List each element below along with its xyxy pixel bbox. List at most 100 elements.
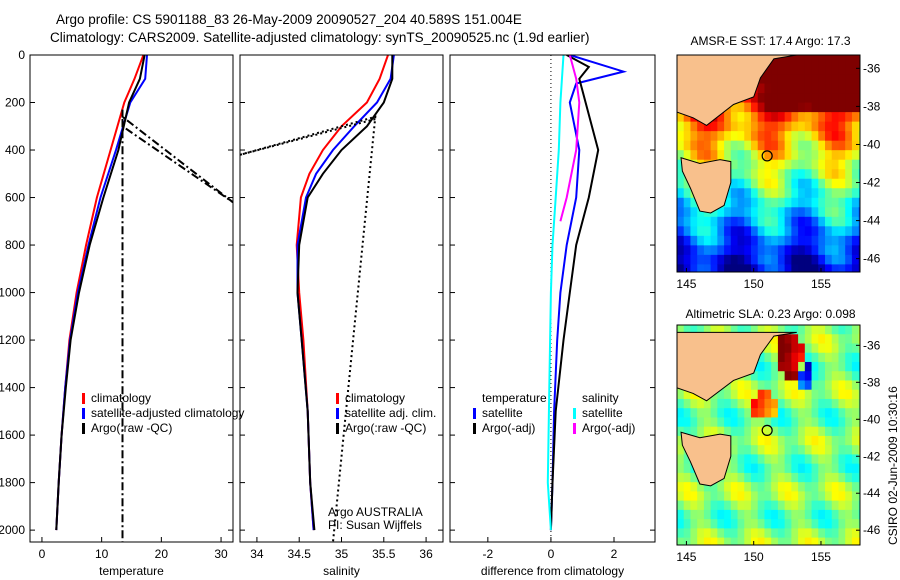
field-cell	[730, 491, 739, 502]
field-cell	[784, 197, 792, 208]
field-cell	[744, 482, 752, 492]
field-cell	[825, 509, 833, 520]
field-cell	[690, 245, 698, 256]
field-cell	[791, 408, 799, 419]
field-cell	[724, 408, 732, 419]
field-cell	[838, 254, 846, 265]
field-cell	[690, 216, 698, 227]
field-cell	[825, 83, 833, 94]
field-cell	[838, 226, 846, 237]
legend-swatch	[336, 393, 339, 404]
field-cell	[777, 519, 786, 529]
field-cell	[757, 325, 766, 335]
field-cell	[804, 361, 813, 372]
x-axis-label: salinity	[323, 564, 360, 578]
field-cell	[683, 500, 692, 511]
field-cell	[751, 178, 759, 189]
field-cell	[804, 140, 813, 151]
field-cell	[851, 131, 860, 142]
field-cell	[730, 216, 739, 227]
field-cell	[818, 472, 826, 483]
field-cell	[751, 389, 759, 400]
field-cell	[818, 380, 826, 391]
field-cell	[845, 519, 853, 529]
tasmania	[680, 157, 732, 214]
field-cell	[764, 197, 772, 208]
field-cell	[744, 325, 752, 335]
field-cell	[730, 417, 739, 428]
field-cell	[730, 150, 739, 161]
field-cell	[818, 188, 826, 199]
field-cell	[757, 528, 766, 539]
field-cell	[764, 417, 772, 428]
field-cell	[804, 398, 813, 409]
field-cell	[757, 169, 766, 180]
field-cell	[858, 389, 860, 400]
legend-label: temperature	[482, 391, 547, 405]
field-cell	[831, 417, 840, 428]
field-cell	[737, 398, 745, 409]
field-cell	[777, 55, 786, 66]
field-cell	[764, 519, 772, 529]
field-cell	[703, 537, 712, 545]
field-cell	[757, 140, 766, 151]
field-cell	[791, 140, 799, 151]
field-cell	[825, 112, 833, 123]
field-cell	[690, 528, 698, 539]
field-cell	[851, 226, 860, 237]
field-cell	[851, 112, 860, 123]
field-cell	[764, 445, 772, 456]
field-cell	[697, 519, 705, 529]
field-cell	[724, 131, 732, 142]
field-cell	[784, 55, 792, 66]
field-cell	[825, 445, 833, 456]
field-cell	[784, 454, 792, 465]
field-cell	[825, 325, 833, 335]
field-cell	[845, 245, 853, 256]
field-cell	[784, 264, 792, 272]
field-cell	[791, 254, 799, 265]
field-cell	[804, 408, 813, 419]
field-cell	[831, 500, 840, 511]
field-cell	[845, 482, 853, 492]
field-cell	[744, 235, 752, 246]
field-cell	[764, 454, 772, 465]
x-tick-label: 34	[250, 547, 264, 561]
field-cell	[777, 500, 786, 511]
field-cell	[791, 64, 799, 75]
field-cell	[818, 445, 826, 456]
field-cell	[717, 140, 725, 151]
field-cell	[730, 178, 739, 189]
field-cell	[858, 472, 860, 483]
field-cell	[845, 207, 853, 218]
field-cell	[764, 472, 772, 483]
field-cell	[710, 226, 718, 237]
field-cell	[757, 131, 766, 142]
field-cell	[703, 426, 712, 437]
field-cell	[851, 426, 860, 437]
field-cell	[777, 245, 786, 256]
field-cell	[858, 102, 860, 113]
field-cell	[825, 398, 833, 409]
field-cell	[791, 445, 799, 456]
field-cell	[825, 454, 833, 465]
field-cell	[764, 74, 772, 85]
field-cell	[811, 216, 819, 227]
field-cell	[737, 207, 745, 218]
field-cell	[798, 371, 806, 382]
field-cell	[730, 264, 739, 272]
field-cell	[737, 417, 745, 428]
field-cell	[811, 398, 819, 409]
field-cell	[677, 528, 685, 539]
y-tick-label: 200	[5, 96, 25, 110]
field-cell	[798, 380, 806, 391]
field-cell	[777, 537, 786, 545]
field-cell	[777, 150, 786, 161]
field-cell	[744, 528, 752, 539]
field-cell	[757, 472, 766, 483]
x-tick-label: 20	[155, 547, 169, 561]
field-cell	[744, 102, 752, 113]
panel-temp: 0 10 20 30 0 200 400 600 800 1000 1200 1400 1600 1800…	[0, 48, 244, 578]
field-cell	[744, 491, 752, 502]
field-cell	[757, 264, 766, 272]
